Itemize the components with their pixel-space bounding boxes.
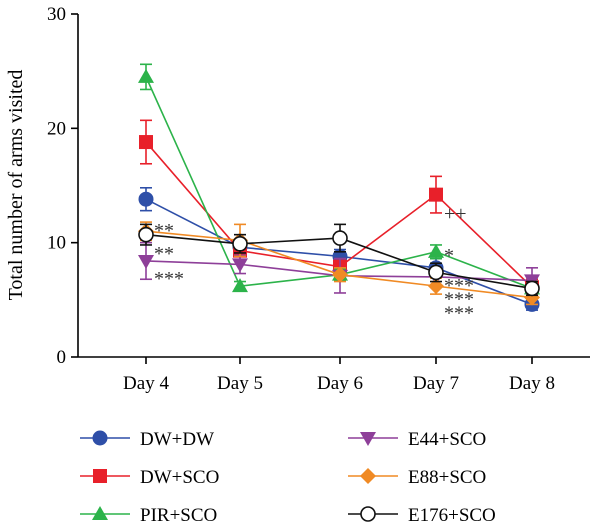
x-tick-label: Day 5 (217, 373, 263, 394)
legend-marker (93, 469, 107, 483)
significance-label: *** (444, 275, 474, 297)
legend-marker (360, 468, 376, 484)
legend-label: PIR+SCO (140, 505, 217, 526)
legend-item: DW+SCO (80, 467, 219, 488)
legend-label: DW+SCO (140, 467, 219, 488)
legend-label: E176+SCO (408, 505, 496, 526)
legend-label: E88+SCO (408, 467, 486, 488)
data-point (232, 278, 248, 293)
y-axis-title: Total number of arms visited (5, 70, 27, 301)
y-tick-label: 0 (57, 347, 67, 368)
data-point (428, 243, 444, 258)
legend-item: E88+SCO (348, 467, 486, 488)
legend-marker (360, 506, 376, 522)
data-point (138, 68, 154, 83)
significance-label: ** (154, 220, 174, 242)
x-tick-label: Day 6 (317, 373, 363, 394)
significance-annotations: *******++********** (154, 203, 474, 324)
x-tick-label: Day 8 (509, 373, 555, 394)
data-point (428, 264, 444, 281)
y-tick-label: 30 (47, 4, 66, 25)
series-e176-sco (138, 223, 540, 297)
legend-label: E44+SCO (408, 429, 486, 450)
data-point (138, 191, 154, 207)
legend: DW+DW DW+SCO PIR+SCO E44+SCO E88+SCO E176+SCO (80, 429, 496, 526)
chart-axes: 0 10 20 30 Day 4 Day 5 Day 6 Day 7 Day 8 (47, 4, 590, 394)
legend-marker (92, 506, 108, 520)
legend-item: E44+SCO (348, 429, 486, 450)
significance-label: *** (444, 302, 474, 324)
legend-label: DW+DW (140, 429, 214, 450)
series-layer (138, 63, 540, 312)
legend-marker (360, 432, 376, 446)
legend-item: PIR+SCO (80, 505, 217, 526)
data-point (232, 258, 248, 273)
y-tick-label: 20 (47, 118, 66, 139)
x-tick-label: Day 4 (123, 373, 169, 394)
data-point (332, 266, 348, 283)
data-point (332, 230, 348, 246)
legend-item: DW+DW (80, 429, 214, 450)
data-point (138, 226, 154, 243)
significance-label: *** (154, 268, 184, 290)
significance-label: *** (444, 289, 474, 311)
legend-item: E176+SCO (348, 505, 496, 526)
data-point (139, 135, 153, 150)
data-point (524, 280, 540, 297)
significance-label: ** (154, 243, 174, 265)
data-point (138, 254, 154, 269)
y-tick-label: 10 (47, 233, 66, 254)
data-point (429, 187, 443, 202)
x-tick-label: Day 7 (413, 373, 459, 394)
data-point (232, 236, 248, 252)
legend-marker (92, 430, 108, 446)
significance-label: * (444, 245, 454, 267)
significance-label: ++ (444, 203, 467, 225)
